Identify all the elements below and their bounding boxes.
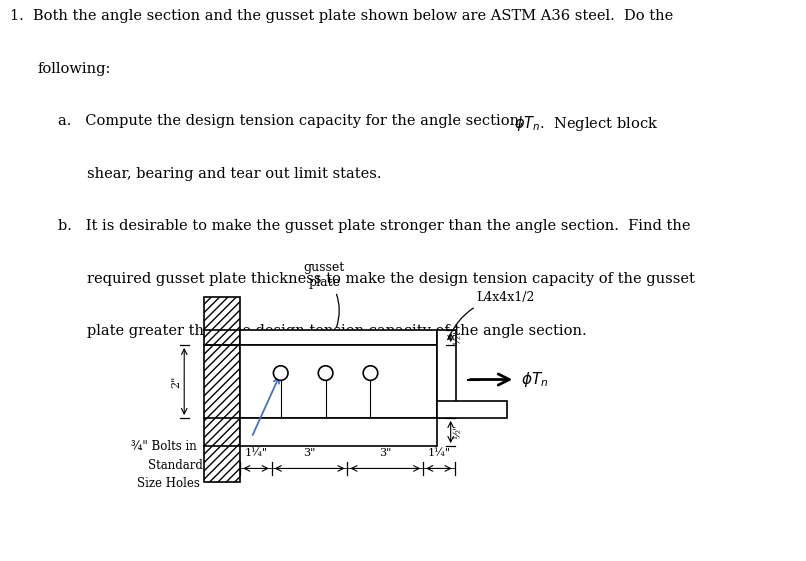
Circle shape (273, 366, 288, 380)
Text: 3": 3" (303, 448, 316, 458)
Text: gusset
plate: gusset plate (304, 261, 345, 327)
Circle shape (364, 366, 378, 380)
Circle shape (318, 366, 333, 380)
Text: 1¼": 1¼" (244, 448, 268, 458)
Text: 1¼": 1¼" (427, 448, 451, 458)
Bar (437, 330, 456, 418)
Text: L4x4x1/2: L4x4x1/2 (448, 291, 534, 339)
Text: Standard: Standard (147, 459, 202, 472)
Bar (204, 297, 240, 482)
Text: plate greater than the design tension capacity of the angle section.: plate greater than the design tension ca… (87, 324, 587, 338)
Text: ½": ½" (454, 425, 463, 439)
Text: Size Holes: Size Holes (136, 477, 199, 490)
Bar (240, 330, 437, 345)
Text: b.   It is desirable to make the gusset plate stronger than the angle section.  : b. It is desirable to make the gusset pl… (58, 219, 691, 233)
Text: 3": 3" (379, 448, 392, 458)
Text: ¾" Bolts in: ¾" Bolts in (131, 440, 197, 453)
Text: 2": 2" (172, 375, 181, 388)
Text: 1.  Both the angle section and the gusset plate shown below are ASTM A36 steel. : 1. Both the angle section and the gusset… (10, 10, 673, 23)
Text: required gusset plate thickness to make the design tension capacity of the gusse: required gusset plate thickness to make … (87, 272, 695, 286)
Bar (437, 401, 507, 418)
Text: following:: following: (38, 62, 111, 76)
Text: ½": ½" (454, 330, 463, 345)
Bar (240, 418, 437, 446)
Text: $\phi T_n$.  Neglect block: $\phi T_n$. Neglect block (514, 114, 659, 133)
Text: shear, bearing and tear out limit states.: shear, bearing and tear out limit states… (87, 167, 381, 181)
Bar (240, 345, 437, 418)
Text: a.   Compute the design tension capacity for the angle section,: a. Compute the design tension capacity f… (58, 114, 529, 128)
Text: $\phi T_n$: $\phi T_n$ (521, 370, 548, 389)
